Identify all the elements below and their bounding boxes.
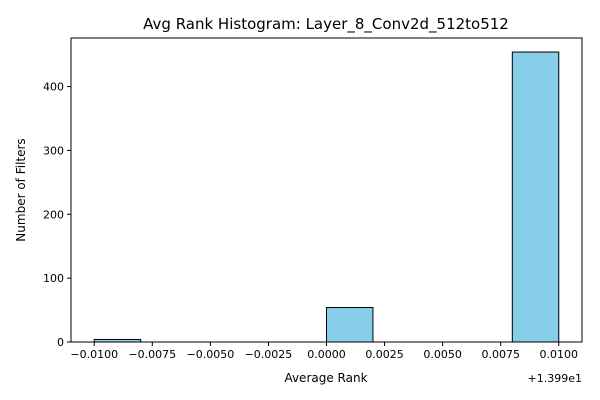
x-axis-label: Average Rank [284,371,367,385]
x-tick-label-2: −0.0050 [187,348,235,361]
y-axis-ticks: 0 100 200 300 400 [43,81,71,349]
x-tick-label-3: −0.0025 [245,348,293,361]
y-axis-label: Number of Filters [14,138,28,241]
y-tick-label-4: 400 [43,81,64,94]
x-tick-label-8: 0.0100 [540,348,579,361]
y-tick-label-0: 0 [57,336,64,349]
x-tick-label-6: 0.0050 [423,348,462,361]
y-tick-label-3: 300 [43,144,64,157]
histogram-bar-5 [326,307,374,343]
x-tick-label-5: 0.0025 [365,348,404,361]
bars-group [93,51,560,343]
y-tick-label-2: 200 [43,208,64,221]
y-tick-label-1: 100 [43,272,64,285]
x-tick-label-7: 0.0075 [481,348,520,361]
chart-title: Avg Rank Histogram: Layer_8_Conv2d_512to… [143,15,509,34]
histogram-bar-9 [511,51,560,343]
x-tick-label-4: 0.0000 [307,348,346,361]
x-tick-label-0: −0.0100 [70,348,118,361]
x-tick-label-1: −0.0075 [128,348,176,361]
x-axis-ticks: −0.0100 −0.0075 −0.0050 −0.0025 0.0000 0.0025… [70,342,578,361]
x-axis-offset-label: +1.399e1 [528,372,582,385]
plot-frame [70,37,583,343]
